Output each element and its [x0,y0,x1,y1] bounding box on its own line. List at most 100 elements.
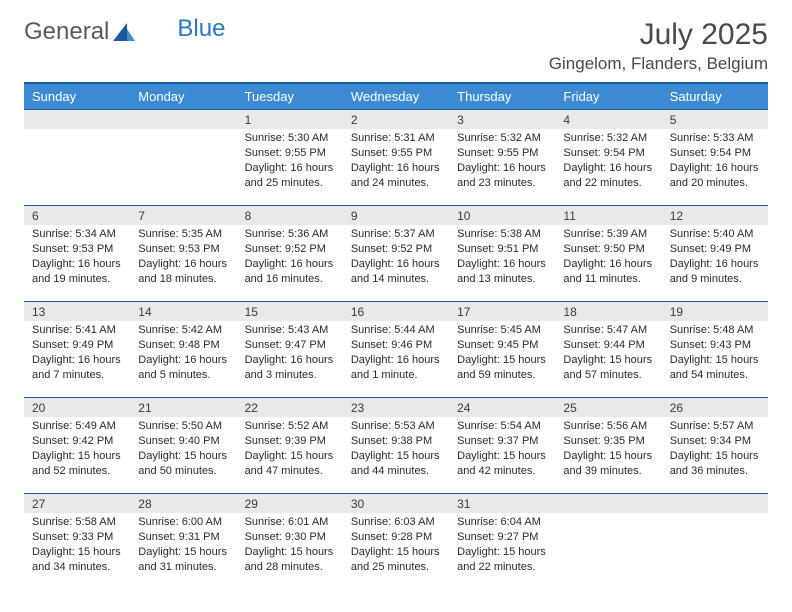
day-text: Daylight: 15 hours and 52 minutes. [32,449,122,479]
calendar-day-cell: 13Sunrise: 5:41 AMSunset: 9:49 PMDayligh… [24,301,130,397]
day-number-bar: 30 [343,493,449,513]
sunset-text: Sunset: 9:45 PM [457,338,547,353]
day-content: Sunrise: 5:49 AMSunset: 9:42 PMDaylight:… [24,417,130,482]
sunset-text: Sunset: 9:55 PM [245,146,335,161]
sunset-text: Sunset: 9:51 PM [457,242,547,257]
sunrise-text: Sunrise: 5:39 AM [563,227,653,242]
calendar-day-cell: 29Sunrise: 6:01 AMSunset: 9:30 PMDayligh… [237,493,343,589]
day-text: Daylight: 15 hours and 25 minutes. [351,545,441,575]
day-content: Sunrise: 5:43 AMSunset: 9:47 PMDaylight:… [237,321,343,386]
sunrise-text: Sunrise: 5:37 AM [351,227,441,242]
sunset-text: Sunset: 9:53 PM [138,242,228,257]
day-number-bar: 15 [237,301,343,321]
day-text: Daylight: 15 hours and 44 minutes. [351,449,441,479]
sunset-text: Sunset: 9:54 PM [670,146,760,161]
sunset-text: Sunset: 9:27 PM [457,530,547,545]
sunset-text: Sunset: 9:47 PM [245,338,335,353]
location-text: Gingelom, Flanders, Belgium [549,54,768,74]
day-text: Daylight: 16 hours and 19 minutes. [32,257,122,287]
day-text: Daylight: 15 hours and 34 minutes. [32,545,122,575]
calendar-day-cell [662,493,768,589]
day-text: Daylight: 16 hours and 3 minutes. [245,353,335,383]
day-text: Daylight: 16 hours and 1 minute. [351,353,441,383]
sunrise-text: Sunrise: 5:41 AM [32,323,122,338]
calendar-week-row: 13Sunrise: 5:41 AMSunset: 9:49 PMDayligh… [24,301,768,397]
day-content: Sunrise: 6:03 AMSunset: 9:28 PMDaylight:… [343,513,449,578]
day-content: Sunrise: 5:31 AMSunset: 9:55 PMDaylight:… [343,129,449,194]
calendar-day-cell: 24Sunrise: 5:54 AMSunset: 9:37 PMDayligh… [449,397,555,493]
calendar-week-row: 27Sunrise: 5:58 AMSunset: 9:33 PMDayligh… [24,493,768,589]
sunrise-text: Sunrise: 6:01 AM [245,515,335,530]
weekday-header: Wednesday [343,83,449,109]
day-content: Sunrise: 5:53 AMSunset: 9:38 PMDaylight:… [343,417,449,482]
sunset-text: Sunset: 9:52 PM [245,242,335,257]
day-number-bar [662,493,768,513]
sunset-text: Sunset: 9:54 PM [563,146,653,161]
day-number-bar: 4 [555,109,661,129]
day-number-bar: 10 [449,205,555,225]
sunset-text: Sunset: 9:48 PM [138,338,228,353]
day-text: Daylight: 16 hours and 14 minutes. [351,257,441,287]
calendar-day-cell [130,109,236,205]
day-number-bar: 13 [24,301,130,321]
day-number-bar: 21 [130,397,236,417]
calendar-day-cell: 19Sunrise: 5:48 AMSunset: 9:43 PMDayligh… [662,301,768,397]
day-text: Daylight: 16 hours and 9 minutes. [670,257,760,287]
day-text: Daylight: 16 hours and 24 minutes. [351,161,441,191]
day-number-bar: 14 [130,301,236,321]
calendar-day-cell: 25Sunrise: 5:56 AMSunset: 9:35 PMDayligh… [555,397,661,493]
sunset-text: Sunset: 9:44 PM [563,338,653,353]
calendar-day-cell: 14Sunrise: 5:42 AMSunset: 9:48 PMDayligh… [130,301,236,397]
sunrise-text: Sunrise: 5:57 AM [670,419,760,434]
day-content: Sunrise: 5:32 AMSunset: 9:55 PMDaylight:… [449,129,555,194]
day-number-bar: 8 [237,205,343,225]
sunset-text: Sunset: 9:28 PM [351,530,441,545]
day-number-bar: 26 [662,397,768,417]
day-number-bar: 31 [449,493,555,513]
day-number-bar: 12 [662,205,768,225]
day-content: Sunrise: 5:34 AMSunset: 9:53 PMDaylight:… [24,225,130,290]
day-number-bar: 5 [662,109,768,129]
day-text: Daylight: 16 hours and 18 minutes. [138,257,228,287]
calendar-week-row: 20Sunrise: 5:49 AMSunset: 9:42 PMDayligh… [24,397,768,493]
sunset-text: Sunset: 9:34 PM [670,434,760,449]
calendar-day-cell: 20Sunrise: 5:49 AMSunset: 9:42 PMDayligh… [24,397,130,493]
day-number-bar [130,109,236,129]
day-number-bar: 25 [555,397,661,417]
month-title: July 2025 [549,18,768,52]
day-text: Daylight: 15 hours and 28 minutes. [245,545,335,575]
calendar-day-cell: 22Sunrise: 5:52 AMSunset: 9:39 PMDayligh… [237,397,343,493]
day-text: Daylight: 15 hours and 57 minutes. [563,353,653,383]
day-content: Sunrise: 5:39 AMSunset: 9:50 PMDaylight:… [555,225,661,290]
sunrise-text: Sunrise: 5:47 AM [563,323,653,338]
day-text: Daylight: 16 hours and 16 minutes. [245,257,335,287]
sunrise-text: Sunrise: 5:32 AM [457,131,547,146]
day-text: Daylight: 16 hours and 23 minutes. [457,161,547,191]
day-content: Sunrise: 6:04 AMSunset: 9:27 PMDaylight:… [449,513,555,578]
calendar-week-row: 1Sunrise: 5:30 AMSunset: 9:55 PMDaylight… [24,109,768,205]
calendar-day-cell: 2Sunrise: 5:31 AMSunset: 9:55 PMDaylight… [343,109,449,205]
sunset-text: Sunset: 9:38 PM [351,434,441,449]
day-number-bar: 19 [662,301,768,321]
day-text: Daylight: 15 hours and 36 minutes. [670,449,760,479]
day-number-bar: 18 [555,301,661,321]
sunset-text: Sunset: 9:31 PM [138,530,228,545]
weekday-header: Saturday [662,83,768,109]
day-content: Sunrise: 5:41 AMSunset: 9:49 PMDaylight:… [24,321,130,386]
sunset-text: Sunset: 9:40 PM [138,434,228,449]
day-number-bar: 1 [237,109,343,129]
sunrise-text: Sunrise: 5:52 AM [245,419,335,434]
sunset-text: Sunset: 9:35 PM [563,434,653,449]
header: General Blue July 2025 Gingelom, Flander… [24,18,768,74]
day-text: Daylight: 15 hours and 59 minutes. [457,353,547,383]
day-content: Sunrise: 5:44 AMSunset: 9:46 PMDaylight:… [343,321,449,386]
day-number-bar: 27 [24,493,130,513]
day-text: Daylight: 15 hours and 42 minutes. [457,449,547,479]
day-number-bar: 22 [237,397,343,417]
sunset-text: Sunset: 9:46 PM [351,338,441,353]
day-content: Sunrise: 5:42 AMSunset: 9:48 PMDaylight:… [130,321,236,386]
day-content: Sunrise: 5:52 AMSunset: 9:39 PMDaylight:… [237,417,343,482]
day-text: Daylight: 16 hours and 13 minutes. [457,257,547,287]
sunset-text: Sunset: 9:49 PM [670,242,760,257]
day-content: Sunrise: 5:58 AMSunset: 9:33 PMDaylight:… [24,513,130,578]
